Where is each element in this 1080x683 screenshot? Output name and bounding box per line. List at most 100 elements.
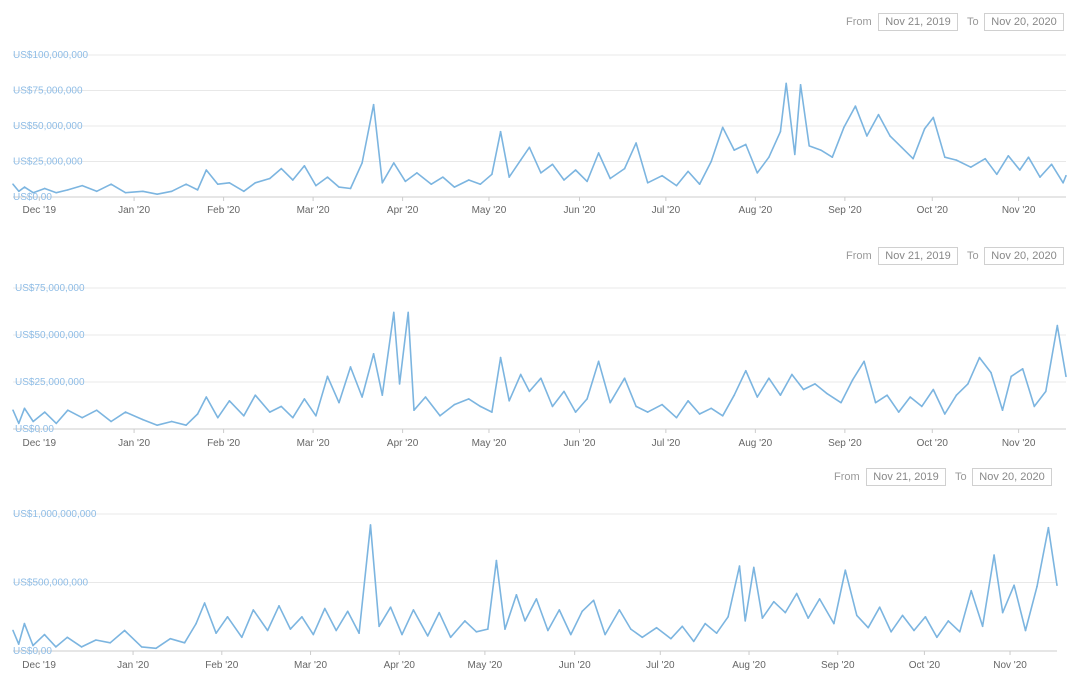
data-point xyxy=(381,394,384,396)
data-point xyxy=(252,609,255,611)
data-point xyxy=(609,401,611,404)
data-point xyxy=(635,142,637,144)
y-tick-label: US$0.00 xyxy=(13,646,52,657)
data-point xyxy=(372,353,375,355)
series-line xyxy=(12,524,1058,650)
data-point xyxy=(551,163,554,166)
x-tick-label: Aug '20 xyxy=(739,438,773,449)
data-point xyxy=(393,311,395,314)
data-point xyxy=(504,628,506,630)
data-point xyxy=(156,424,159,427)
data-point xyxy=(819,149,822,151)
data-point xyxy=(687,400,689,402)
data-point xyxy=(844,569,847,571)
from-date-input[interactable]: Nov 21, 2019 xyxy=(878,13,958,31)
data-point xyxy=(453,186,456,188)
from-date-input[interactable]: Nov 21, 2019 xyxy=(878,247,958,265)
data-point xyxy=(378,625,380,628)
data-point xyxy=(464,620,466,622)
data-point xyxy=(401,633,403,636)
data-point xyxy=(95,409,98,412)
data-point xyxy=(768,156,770,159)
data-point xyxy=(877,113,880,116)
data-point xyxy=(242,190,245,193)
from-label: From xyxy=(846,16,872,28)
data-point xyxy=(499,356,502,359)
data-point xyxy=(791,373,793,376)
x-tick-label: Jun '20 xyxy=(559,660,591,671)
data-point xyxy=(439,415,441,417)
chart-panel-1: From Nov 21, 2019 To Nov 20, 2020 US$0.0… xyxy=(0,0,1080,230)
to-date-input[interactable]: Nov 20, 2020 xyxy=(972,468,1052,486)
data-point xyxy=(315,415,317,417)
data-point xyxy=(687,170,689,173)
data-point xyxy=(851,379,854,381)
data-point xyxy=(398,383,401,385)
data-point xyxy=(326,375,329,378)
x-tick-label: Feb '20 xyxy=(205,660,238,671)
data-point xyxy=(1039,176,1041,178)
from-date-input[interactable]: Nov 21, 2019 xyxy=(866,468,946,486)
data-point xyxy=(17,422,20,425)
data-point xyxy=(349,187,352,190)
data-point xyxy=(140,646,143,648)
data-point xyxy=(524,620,526,622)
data-point xyxy=(468,398,470,400)
data-point xyxy=(369,524,372,526)
data-point xyxy=(303,164,306,167)
data-point xyxy=(289,628,292,630)
data-point xyxy=(95,639,97,641)
data-point xyxy=(840,401,842,404)
data-point xyxy=(586,180,588,183)
data-point xyxy=(491,411,493,413)
data-point xyxy=(426,635,429,637)
series-line xyxy=(12,311,1067,427)
data-point xyxy=(990,371,992,374)
x-tick-label: Dec '19 xyxy=(22,660,56,671)
data-point xyxy=(17,643,20,645)
x-tick-label: Jun '20 xyxy=(564,205,596,216)
to-date-input[interactable]: Nov 20, 2020 xyxy=(984,247,1064,265)
data-point xyxy=(55,191,58,194)
data-point xyxy=(710,160,712,163)
y-tick-label: US$75,000,000 xyxy=(13,86,83,97)
data-point xyxy=(597,152,600,154)
x-tick-label: Dec '19 xyxy=(23,205,57,216)
data-point xyxy=(721,126,724,129)
data-point xyxy=(721,415,724,417)
data-point xyxy=(508,176,511,178)
x-tick-label: Aug '20 xyxy=(739,205,773,216)
data-point xyxy=(843,126,845,129)
data-point xyxy=(110,183,112,186)
data-point xyxy=(170,420,173,423)
x-tick-label: May '20 xyxy=(472,438,507,449)
data-point xyxy=(361,162,363,164)
data-point xyxy=(156,193,159,195)
data-point xyxy=(932,116,935,119)
x-tick-label: Oct '20 xyxy=(917,205,949,216)
to-date-input[interactable]: Nov 20, 2020 xyxy=(984,13,1064,31)
x-tick-label: Apr '20 xyxy=(387,438,419,449)
data-point xyxy=(1062,182,1064,184)
data-point xyxy=(863,360,865,363)
data-point xyxy=(912,157,914,160)
data-point xyxy=(981,625,984,628)
date-range-2: From Nov 21, 2019 To Nov 20, 2020 xyxy=(846,247,1066,267)
data-point xyxy=(528,146,531,149)
x-tick-label: Oct '20 xyxy=(909,660,941,671)
data-point xyxy=(519,373,522,376)
data-point xyxy=(338,401,340,404)
x-tick-label: Apr '20 xyxy=(387,205,419,216)
data-point xyxy=(592,599,595,602)
data-point xyxy=(468,179,470,181)
data-point xyxy=(785,82,787,85)
data-point xyxy=(292,416,294,419)
data-point xyxy=(970,589,972,592)
data-point xyxy=(23,407,26,410)
data-point xyxy=(675,184,678,187)
data-point xyxy=(67,189,69,191)
y-tick-label: US$50,000,000 xyxy=(15,330,85,341)
date-range-1: From Nov 21, 2019 To Nov 20, 2020 xyxy=(846,13,1066,33)
data-point xyxy=(889,135,891,137)
